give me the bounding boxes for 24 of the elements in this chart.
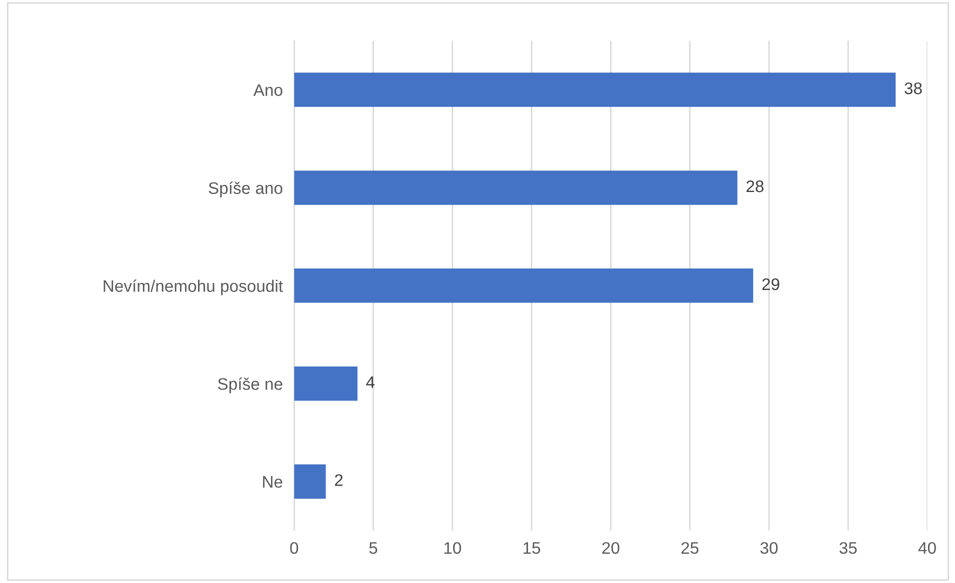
y-tick-label: Nevím/nemohu posoudit <box>104 280 283 296</box>
data-label: 2 <box>334 474 343 486</box>
data-label: 38 <box>904 82 922 94</box>
y-tick-label: Ne <box>263 476 282 488</box>
data-label: 29 <box>762 278 780 290</box>
bar <box>294 268 754 303</box>
x-tick-label: 15 <box>524 542 540 554</box>
data-label: 28 <box>746 180 764 192</box>
x-tick-label: 35 <box>840 542 857 554</box>
data-label: 4 <box>366 376 375 388</box>
x-tick-label: 40 <box>918 542 936 554</box>
x-tick-label: 5 <box>369 542 378 554</box>
x-tick-label: 10 <box>444 542 462 554</box>
y-tick-label: Spíše ano <box>208 182 282 198</box>
bar <box>294 366 358 401</box>
y-tick-label: Ano <box>253 84 282 96</box>
x-tick-label: 25 <box>681 542 698 554</box>
y-tick-label: Spíše ne <box>218 377 282 394</box>
bar <box>294 170 738 205</box>
x-tick-label: 20 <box>602 542 620 554</box>
bar <box>294 72 896 107</box>
bar <box>294 464 326 499</box>
x-tick-label: 0 <box>290 542 298 554</box>
x-tick-label: 30 <box>760 542 778 554</box>
